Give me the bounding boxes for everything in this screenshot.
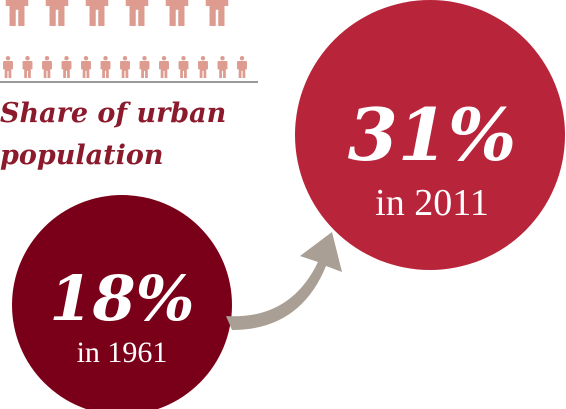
person-icon: [237, 56, 247, 78]
person-icon: [61, 56, 72, 78]
value-label: in 2011: [375, 182, 489, 224]
arrow: [226, 232, 342, 330]
title-line: population: [0, 140, 164, 171]
person-icon: [178, 56, 189, 78]
person-icon: [100, 56, 111, 78]
title-line: Share of urban: [0, 98, 226, 129]
person-icon: [45, 0, 69, 26]
person-icon: [85, 0, 109, 26]
value: 18%: [49, 262, 194, 335]
person-icon: [139, 56, 150, 78]
circle-1961: [12, 195, 232, 409]
circle-2011: [295, 0, 565, 270]
person-icon: [205, 0, 229, 26]
person-icon: [3, 56, 13, 78]
person-icon: [217, 56, 228, 78]
value: 31%: [348, 92, 517, 177]
person-icon: [5, 0, 29, 26]
person-icon: [125, 0, 149, 26]
person-icon: [22, 56, 33, 78]
person-icons: [3, 0, 247, 78]
value-label: in 1961: [77, 336, 168, 369]
person-icon: [120, 56, 130, 78]
person-icon: [159, 56, 169, 78]
person-icon: [198, 56, 208, 78]
person-icon: [42, 56, 52, 78]
person-icon: [81, 56, 91, 78]
person-icon: [165, 0, 189, 26]
